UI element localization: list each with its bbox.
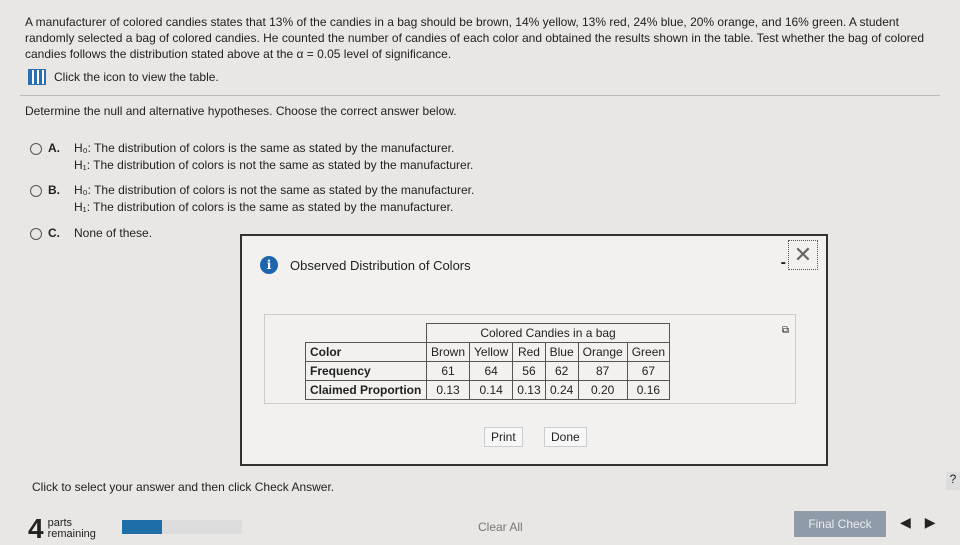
copy-icon[interactable]: ⧉ bbox=[781, 325, 789, 336]
cell: 61 bbox=[425, 361, 471, 381]
cell: Red bbox=[512, 342, 546, 362]
final-check-button[interactable]: Final Check bbox=[794, 511, 886, 537]
cell: Orange bbox=[577, 342, 628, 362]
cell: 0.20 bbox=[577, 380, 628, 400]
table-icon[interactable] bbox=[28, 69, 46, 85]
cell: 56 bbox=[512, 361, 546, 381]
parts-label: remaining bbox=[47, 528, 96, 540]
cell: 0.24 bbox=[544, 380, 579, 400]
table-container: Colored Candies in a bag Color Brown Yell… bbox=[264, 314, 796, 404]
cell: 0.13 bbox=[512, 380, 546, 400]
table-row: Frequency 61 64 56 62 87 67 bbox=[305, 361, 671, 381]
next-icon[interactable]: ▶ bbox=[924, 514, 936, 530]
option-h1: H₁: The distribution of colors is the sa… bbox=[74, 200, 454, 214]
row-label: Claimed Proportion bbox=[305, 380, 427, 400]
dialog-title: Observed Distribution of Colors bbox=[290, 257, 471, 273]
divider bbox=[20, 95, 940, 96]
table-corner bbox=[306, 324, 427, 343]
question-text: A manufacturer of colored candies states… bbox=[25, 15, 925, 61]
view-table-link[interactable]: Click the icon to view the table. bbox=[28, 69, 219, 85]
minimize-button[interactable]: - bbox=[780, 254, 786, 271]
radio-c[interactable] bbox=[30, 228, 42, 240]
option-letter: A. bbox=[48, 141, 60, 155]
cell: 87 bbox=[577, 361, 628, 381]
option-c[interactable]: C. None of these. bbox=[30, 225, 152, 242]
close-button[interactable]: ✕ bbox=[788, 240, 818, 270]
option-a[interactable]: A. H₀: The distribution of colors is the … bbox=[30, 140, 473, 174]
cell: 0.14 bbox=[469, 380, 514, 400]
table-row: Claimed Proportion 0.13 0.14 0.13 0.24 0.20 0… bbox=[305, 380, 671, 400]
row-label: Frequency bbox=[305, 361, 427, 381]
option-h0: H₀: The distribution of colors is not th… bbox=[74, 183, 475, 197]
cell: 0.13 bbox=[425, 380, 471, 400]
cell: 64 bbox=[469, 361, 514, 381]
row-label: Color bbox=[305, 342, 427, 362]
cell: 67 bbox=[626, 361, 671, 381]
table-dialog: i Observed Distribution of Colors - ✕ Col… bbox=[240, 234, 828, 466]
footer-hint: Click to select your answer and then cli… bbox=[32, 480, 335, 494]
cell: Brown bbox=[425, 342, 471, 362]
option-h1: H₁: The distribution of colors is not th… bbox=[74, 158, 474, 172]
data-table: Colored Candies in a bag Color Brown Yell… bbox=[305, 323, 671, 400]
help-button[interactable]: ? bbox=[946, 472, 960, 490]
radio-a[interactable] bbox=[30, 143, 42, 155]
progress-bar bbox=[122, 520, 242, 534]
cell: Green bbox=[626, 342, 671, 362]
option-letter: C. bbox=[48, 226, 60, 240]
table-caption: Colored Candies in a bag bbox=[425, 323, 671, 343]
done-button[interactable]: Done bbox=[544, 427, 587, 447]
option-letter: B. bbox=[48, 183, 60, 197]
parts-label: parts bbox=[47, 517, 73, 529]
table-row: Color Brown Yellow Red Blue Orange Green bbox=[305, 342, 671, 362]
info-icon: i bbox=[260, 256, 278, 274]
option-text: None of these. bbox=[74, 226, 153, 240]
progress-fill bbox=[122, 520, 162, 534]
instruction: Determine the null and alternative hypot… bbox=[25, 104, 457, 118]
cell: 62 bbox=[544, 361, 579, 381]
clear-all-button[interactable]: Clear All bbox=[478, 520, 523, 534]
parts-count: 4 bbox=[28, 513, 44, 544]
cell: 0.16 bbox=[626, 380, 671, 400]
prev-icon[interactable]: ◀ bbox=[900, 514, 911, 530]
option-h0: H₀: The distribution of colors is the sa… bbox=[74, 141, 455, 155]
print-button[interactable]: Print bbox=[484, 427, 523, 447]
radio-b[interactable] bbox=[30, 185, 42, 197]
option-b[interactable]: B. H₀: The distribution of colors is not … bbox=[30, 182, 474, 216]
parts-remaining: 4 parts remaining bbox=[28, 513, 96, 545]
view-table-label: Click the icon to view the table. bbox=[54, 70, 219, 84]
cell: Yellow bbox=[469, 342, 514, 362]
cell: Blue bbox=[544, 342, 579, 362]
